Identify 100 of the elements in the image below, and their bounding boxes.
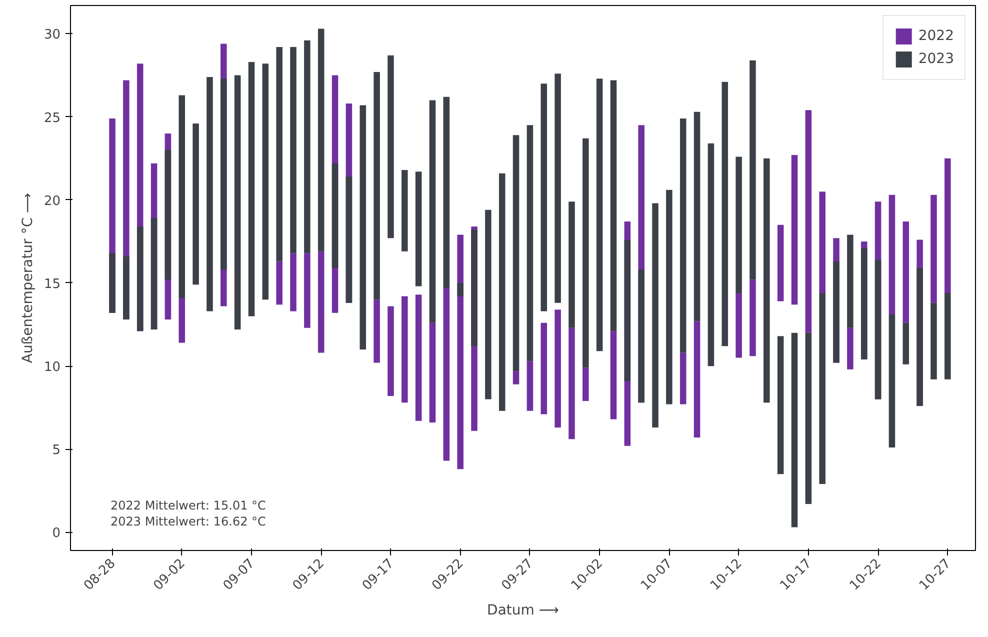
bar [888,314,896,448]
bar [526,125,534,362]
bar [596,78,603,352]
bar [554,74,561,303]
bar [694,112,700,322]
bar [457,234,464,470]
bar [374,300,380,363]
bar [150,218,158,330]
bar [123,256,130,320]
bar [680,352,686,404]
bar [402,296,408,403]
bar [526,361,534,411]
bar [764,158,770,403]
bar [234,75,241,330]
y-tick-label: 15 [44,276,61,292]
bar [540,84,548,312]
bar [178,298,186,343]
bar [930,194,937,303]
bar [916,268,923,406]
bar [930,302,937,380]
y-tick-label: 20 [44,194,61,209]
bar [750,60,756,280]
bar [220,78,227,270]
bar [318,28,324,252]
bar [568,202,575,328]
bar [582,368,589,401]
bar [164,150,172,280]
y-tick-label: 30 [44,28,61,43]
bar [304,40,310,254]
y-axis-title: Außentemperatur °C ⟶ [20,192,36,364]
bar [136,226,144,332]
bar [304,253,310,328]
bar [902,222,910,323]
bar [874,260,882,400]
legend-label: 2023 [918,51,954,67]
legend-label: 2022 [918,28,954,44]
bar [791,332,798,528]
bar [694,321,700,438]
annotation: 2022 Mittelwert: 15.01 °C [110,498,266,512]
bar [485,210,492,400]
bar [388,55,394,238]
bar [290,253,296,312]
bar [206,76,213,312]
bar [777,224,784,302]
bar [902,322,910,364]
bar [568,328,575,440]
y-tick-label: 25 [44,110,61,126]
bar [944,158,951,293]
bar [736,156,742,293]
bar [750,280,756,356]
bar [888,194,896,315]
bar [736,292,742,358]
bar [540,322,548,414]
bar [512,371,520,384]
bar [791,155,798,305]
bar [638,270,644,403]
bar [819,292,826,484]
bar [443,96,450,288]
bar [624,240,631,382]
bar [457,282,464,296]
bar [276,261,282,305]
bar [498,173,506,411]
bar [944,292,951,380]
bar [178,95,186,298]
bar [819,192,826,293]
bar [805,332,812,504]
bar [262,64,269,300]
bar [708,143,714,366]
bar [582,138,589,368]
y-tick-label: 5 [52,443,61,458]
bar [805,110,812,333]
x-axis-title: Datum ⟶ [487,602,559,618]
bar [415,294,422,421]
bar [429,100,436,323]
bar [512,135,520,372]
bar [722,82,728,346]
bar [109,253,116,313]
bar [192,123,199,285]
bar [652,203,658,428]
bar [443,288,450,461]
bar [847,328,854,370]
bar [610,80,617,332]
bar [471,230,478,346]
bar [388,306,394,396]
bar [374,72,380,300]
y-tick-label: 0 [52,526,61,542]
bar [276,47,282,262]
bar [318,251,324,353]
bar [415,172,422,286]
bar [429,322,436,423]
bar [346,176,352,303]
bar [248,62,255,316]
bar [610,331,617,420]
y-tick-label: 10 [44,360,61,376]
bar [332,163,338,268]
bar [402,170,408,252]
bar [360,105,366,350]
bar [554,310,561,428]
bar [847,234,854,328]
bar [833,261,840,363]
